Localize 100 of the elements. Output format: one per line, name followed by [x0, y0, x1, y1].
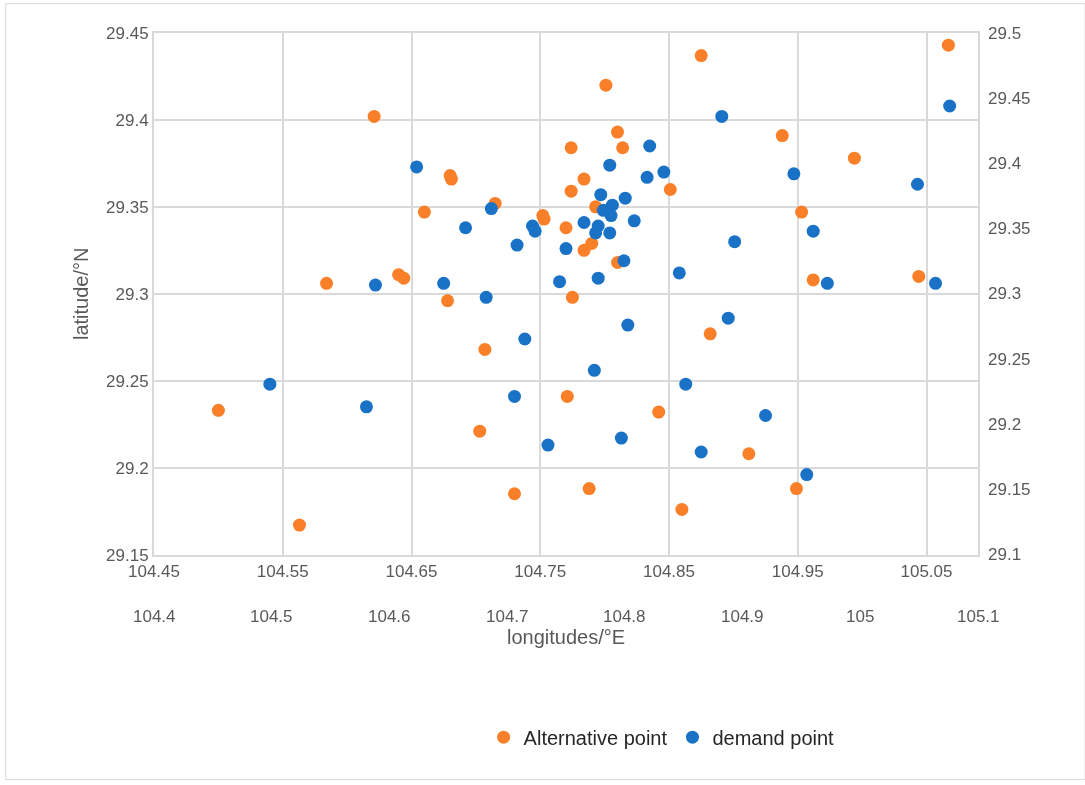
- point: [459, 221, 473, 235]
- legend-label: demand point: [712, 726, 835, 749]
- point: [604, 209, 618, 223]
- x2-tick-label: 104.6: [368, 607, 411, 626]
- point: [437, 276, 451, 290]
- point: [484, 202, 498, 216]
- x-tick-label: 104.95: [771, 562, 824, 581]
- point: [589, 226, 603, 240]
- point: [806, 273, 820, 287]
- point: [941, 38, 955, 52]
- y2-tick-label: 29.1: [988, 545, 1022, 564]
- point: [541, 438, 555, 452]
- point: [263, 377, 277, 391]
- point: [564, 141, 578, 155]
- point: [643, 139, 657, 153]
- point: [508, 487, 521, 501]
- x2-tick-label: 105: [846, 607, 875, 626]
- point: [528, 224, 542, 238]
- x-tick-label: 104.65: [385, 562, 438, 581]
- x2-tick-label: 104.5: [250, 607, 293, 626]
- point: [582, 482, 596, 496]
- point: [577, 172, 591, 186]
- x-tick-label: 104.75: [514, 562, 567, 581]
- x2-tick-label: 105.1: [957, 607, 1000, 626]
- point: [640, 170, 654, 184]
- point: [367, 109, 381, 123]
- x2-tick-label: 104.8: [603, 607, 646, 626]
- x2-tick-label: 104.7: [486, 607, 529, 626]
- point: [912, 269, 926, 283]
- x-tick-label: 104.55: [256, 562, 309, 581]
- point: [820, 276, 834, 290]
- x-tick-label: 105.05: [900, 562, 953, 581]
- point: [559, 242, 573, 256]
- point: [703, 327, 717, 341]
- point: [618, 191, 632, 205]
- point: [789, 482, 803, 496]
- point: [800, 468, 814, 482]
- point: [614, 431, 628, 445]
- point: [591, 271, 605, 285]
- point: [759, 409, 773, 422]
- point: [657, 165, 671, 179]
- y2-tick-label: 29.35: [988, 219, 1031, 238]
- point: [616, 141, 630, 155]
- point: [510, 238, 524, 252]
- x-tick-label: 104.85: [643, 562, 695, 581]
- y-tick-label: 29.4: [115, 110, 149, 130]
- point: [627, 214, 641, 228]
- point: [410, 160, 424, 174]
- point: [320, 276, 334, 290]
- point: [508, 389, 521, 403]
- point: [663, 182, 677, 196]
- point: [603, 158, 617, 172]
- point: [594, 188, 608, 202]
- point: [652, 405, 666, 419]
- point: [577, 216, 591, 229]
- point: [560, 389, 574, 403]
- x-axis-title: longitudes/°E: [506, 626, 626, 648]
- point: [603, 226, 617, 240]
- y2-tick-label: 29.4: [988, 154, 1022, 173]
- point: [787, 167, 801, 181]
- point: [694, 445, 708, 459]
- y-tick-label: 29.15: [106, 545, 149, 565]
- point: [715, 109, 729, 123]
- point: [911, 177, 924, 191]
- point: [847, 151, 861, 165]
- y2-tick-label: 29.15: [988, 480, 1031, 499]
- x2-tick-label: 104.4: [133, 607, 176, 626]
- point: [694, 49, 708, 63]
- point: [675, 502, 689, 516]
- point: [564, 184, 578, 198]
- point: [479, 290, 493, 304]
- point: [611, 125, 624, 139]
- point: [397, 271, 411, 285]
- y-tick-label: 29.3: [115, 284, 149, 304]
- point: [478, 342, 492, 356]
- point: [599, 78, 613, 92]
- y2-tick-label: 29.2: [988, 415, 1022, 434]
- point: [559, 221, 573, 235]
- point: [565, 290, 579, 304]
- point: [518, 332, 532, 346]
- point: [473, 424, 487, 438]
- point: [417, 205, 431, 219]
- legend-label: Alternative point: [523, 726, 668, 749]
- y2-tick-label: 29.45: [988, 89, 1031, 108]
- point: [679, 377, 693, 391]
- y-tick-label: 29.45: [106, 23, 149, 43]
- y2-tick-label: 29.5: [988, 24, 1022, 43]
- point: [211, 403, 225, 417]
- x2-tick-label: 104.9: [721, 607, 764, 626]
- y-tick-label: 29.2: [115, 458, 149, 478]
- y2-tick-label: 29.25: [988, 350, 1031, 369]
- y-tick-label: 29.25: [106, 371, 149, 391]
- point: [806, 224, 820, 238]
- x-tick-label: 104.45: [128, 562, 180, 581]
- point: [553, 275, 567, 289]
- point: [587, 363, 601, 377]
- point: [359, 400, 373, 414]
- point: [943, 99, 957, 113]
- y-tick-label: 29.35: [106, 197, 149, 217]
- point: [441, 294, 455, 308]
